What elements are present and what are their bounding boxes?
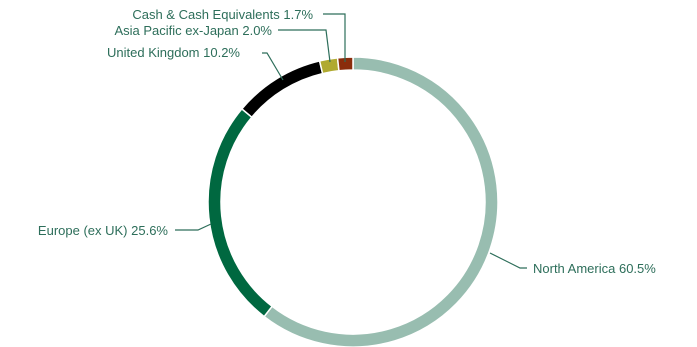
leader-line-united-kingdom <box>262 52 284 81</box>
slice-cash-cash-equivalents <box>336 56 354 72</box>
leader-line-cash <box>323 13 346 62</box>
label-asia-pacific: Asia Pacific ex-Japan 2.0% <box>114 23 272 38</box>
label-united-kingdom: United Kingdom 10.2% <box>107 45 240 60</box>
leader-line-north-america <box>489 252 527 269</box>
donut-slices <box>207 56 499 347</box>
slice-europe-ex-uk <box>207 107 274 318</box>
leader-line-asia-pacific <box>278 29 331 63</box>
label-north-america: North America 60.5% <box>533 261 656 276</box>
leader-line-europe <box>175 223 212 231</box>
label-cash: Cash & Cash Equivalents 1.7% <box>132 7 313 22</box>
label-europe: Europe (ex UK) 25.6% <box>38 223 169 238</box>
slice-north-america <box>263 56 499 347</box>
slice-united-kingdom <box>240 59 324 119</box>
